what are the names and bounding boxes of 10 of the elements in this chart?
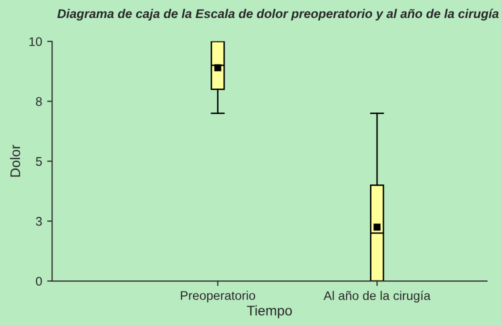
y-axis-title: Dolor [10, 144, 20, 177]
y-tick-label: 10 [29, 37, 42, 46]
y-tick-label: 3 [36, 216, 42, 226]
y-tick-label: 8 [36, 97, 42, 106]
y-tick-label: 0 [36, 276, 42, 286]
x-tick-label: Preoperatorio [180, 290, 256, 302]
chart-title: Diagrama de caja de la Escala de dolor preoperatorio y al año de la cirugía [57, 8, 499, 21]
x-tick-label: Al año de la cirugía [324, 290, 431, 303]
x-axis-title: Tiempo [246, 305, 292, 318]
y-tick-label: 5 [36, 157, 42, 166]
